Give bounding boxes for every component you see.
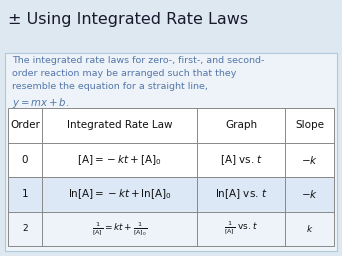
Text: $-k$: $-k$ [301,188,318,200]
Text: $k$: $k$ [306,223,313,234]
Text: 2: 2 [22,224,28,233]
Text: Order: Order [10,120,40,130]
Text: Slope: Slope [295,120,324,130]
Text: $[\mathrm{A}] = -kt + [\mathrm{A}]_0$: $[\mathrm{A}] = -kt + [\mathrm{A}]_0$ [77,153,162,167]
Text: $\ln[\mathrm{A}] = -kt + \ln[\mathrm{A}]_0$: $\ln[\mathrm{A}] = -kt + \ln[\mathrm{A}]… [68,187,172,201]
Text: $y = mx + b.$: $y = mx + b.$ [12,96,69,110]
Text: $\frac{1}{[\mathrm{A}]} = kt + \frac{1}{[\mathrm{A}]_0}$: $\frac{1}{[\mathrm{A}]} = kt + \frac{1}{… [92,220,147,238]
Bar [8,143,334,177]
Bar [8,108,334,143]
Text: 0: 0 [22,155,28,165]
Text: ± Using Integrated Rate Laws: ± Using Integrated Rate Laws [8,12,248,27]
Text: $-k$: $-k$ [301,154,318,166]
Text: 1: 1 [22,189,28,199]
Text: $[\mathrm{A}]$ vs. $t$: $[\mathrm{A}]$ vs. $t$ [220,153,263,167]
Text: $\ln[\mathrm{A}]$ vs. $t$: $\ln[\mathrm{A}]$ vs. $t$ [215,187,267,201]
Bar [5,53,337,251]
Bar [8,108,334,246]
Text: Graph: Graph [225,120,257,130]
Text: The integrated rate laws for zero-, first-, and second-
order reaction may be ar: The integrated rate laws for zero-, firs… [12,56,264,91]
Bar [8,211,334,246]
Text: $\frac{1}{[\mathrm{A}]}$ vs. $t$: $\frac{1}{[\mathrm{A}]}$ vs. $t$ [224,220,259,237]
Text: Integrated Rate Law: Integrated Rate Law [67,120,172,130]
Bar [8,177,334,211]
